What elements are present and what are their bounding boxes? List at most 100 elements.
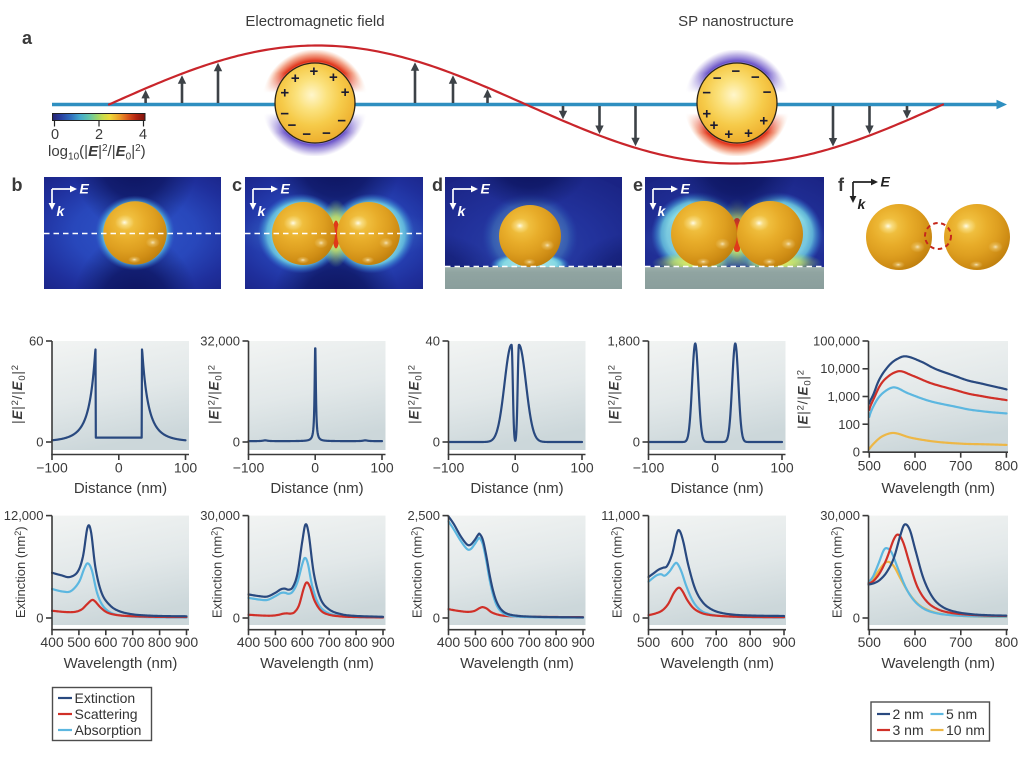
svg-text:−: − xyxy=(302,126,311,143)
svg-text:100: 100 xyxy=(770,460,794,476)
svg-text:Extinction (nm2): Extinction (nm2) xyxy=(610,526,625,618)
svg-text:Wavelength (nm): Wavelength (nm) xyxy=(881,480,995,497)
svg-text:600: 600 xyxy=(491,634,515,650)
svg-text:Wavelength (nm): Wavelength (nm) xyxy=(260,655,374,672)
svg-text:E: E xyxy=(281,181,291,197)
svg-text:Distance (nm): Distance (nm) xyxy=(74,480,167,497)
svg-text:700: 700 xyxy=(705,634,729,650)
svg-text:800: 800 xyxy=(344,634,368,650)
svg-text:−: − xyxy=(732,63,741,80)
svg-text:−: − xyxy=(322,125,331,142)
svg-text:Electromagnetic field: Electromagnetic field xyxy=(245,13,384,30)
svg-text:+: + xyxy=(744,125,753,142)
svg-text:−: − xyxy=(288,117,297,134)
svg-text:Wavelength (nm): Wavelength (nm) xyxy=(64,655,178,672)
svg-text:−: − xyxy=(280,105,289,122)
svg-text:800: 800 xyxy=(995,458,1019,474)
svg-text:log10(|E|2/|E0|2): log10(|E|2/|E0|2) xyxy=(48,143,146,163)
svg-text:0: 0 xyxy=(433,435,440,450)
svg-text:800: 800 xyxy=(544,634,568,650)
svg-text:Distance (nm): Distance (nm) xyxy=(670,480,763,497)
svg-text:2,500: 2,500 xyxy=(407,508,440,523)
svg-text:a: a xyxy=(22,28,33,48)
svg-text:0: 0 xyxy=(36,611,43,626)
svg-text:600: 600 xyxy=(903,458,927,474)
svg-text:+: + xyxy=(341,84,350,101)
svg-text:Extinction (nm2): Extinction (nm2) xyxy=(13,526,28,618)
svg-text:500: 500 xyxy=(637,634,661,650)
svg-text:Distance (nm): Distance (nm) xyxy=(270,480,363,497)
svg-text:0: 0 xyxy=(36,435,43,450)
svg-text:−: − xyxy=(751,69,760,86)
svg-text:1,000: 1,000 xyxy=(827,389,860,404)
svg-text:Extinction (nm2): Extinction (nm2) xyxy=(410,526,425,618)
svg-text:+: + xyxy=(724,126,733,143)
svg-text:−: − xyxy=(702,85,711,102)
svg-text:Extinction (nm2): Extinction (nm2) xyxy=(210,526,225,618)
svg-text:k: k xyxy=(658,203,667,219)
svg-text:−: − xyxy=(713,70,722,87)
svg-text:Extinction: Extinction xyxy=(75,690,136,706)
svg-text:−100: −100 xyxy=(233,460,265,476)
svg-text:0: 0 xyxy=(511,460,519,476)
svg-text:+: + xyxy=(280,85,289,102)
svg-text:4: 4 xyxy=(139,127,147,143)
svg-text:400: 400 xyxy=(40,634,64,650)
svg-text:+: + xyxy=(310,63,319,80)
svg-text:0: 0 xyxy=(711,460,719,476)
svg-text:2 nm: 2 nm xyxy=(893,706,924,722)
svg-text:500: 500 xyxy=(67,634,91,650)
svg-text:800: 800 xyxy=(995,634,1019,650)
svg-text:700: 700 xyxy=(121,634,145,650)
svg-text:Wavelength (nm): Wavelength (nm) xyxy=(881,655,995,672)
svg-text:800: 800 xyxy=(738,634,762,650)
svg-text:0: 0 xyxy=(633,611,640,626)
svg-text:700: 700 xyxy=(518,634,542,650)
svg-text:−100: −100 xyxy=(433,460,465,476)
svg-text:+: + xyxy=(710,117,719,134)
svg-text:500: 500 xyxy=(858,634,882,650)
svg-text:Absorption: Absorption xyxy=(75,722,142,738)
svg-text:0: 0 xyxy=(433,611,440,626)
svg-text:Extinction (nm2): Extinction (nm2) xyxy=(830,526,845,618)
svg-text:600: 600 xyxy=(671,634,695,650)
svg-text:600: 600 xyxy=(903,634,927,650)
svg-text:600: 600 xyxy=(291,634,315,650)
svg-text:Wavelength (nm): Wavelength (nm) xyxy=(460,655,574,672)
svg-text:400: 400 xyxy=(437,634,461,650)
svg-text:−: − xyxy=(763,84,772,101)
svg-text:0: 0 xyxy=(311,460,319,476)
svg-text:10,000: 10,000 xyxy=(820,361,860,376)
svg-text:700: 700 xyxy=(318,634,342,650)
svg-text:400: 400 xyxy=(237,634,261,650)
svg-text:100: 100 xyxy=(174,460,198,476)
svg-text:2: 2 xyxy=(95,127,103,143)
svg-text:Wavelength (nm): Wavelength (nm) xyxy=(660,655,774,672)
svg-text:100: 100 xyxy=(838,417,860,432)
svg-text:500: 500 xyxy=(858,458,882,474)
svg-text:0: 0 xyxy=(51,127,59,143)
svg-text:40: 40 xyxy=(426,334,440,349)
svg-text:−100: −100 xyxy=(633,460,665,476)
svg-text:+: + xyxy=(759,112,768,129)
svg-text:900: 900 xyxy=(571,634,595,650)
svg-text:e: e xyxy=(633,175,643,195)
svg-text:SP nanostructure: SP nanostructure xyxy=(678,13,794,30)
svg-text:5 nm: 5 nm xyxy=(946,706,977,722)
svg-text:0: 0 xyxy=(853,445,860,460)
svg-text:0: 0 xyxy=(115,460,123,476)
svg-text:900: 900 xyxy=(371,634,395,650)
svg-text:12,000: 12,000 xyxy=(4,508,44,523)
svg-text:Distance (nm): Distance (nm) xyxy=(470,480,563,497)
svg-text:d: d xyxy=(432,175,443,195)
svg-text:800: 800 xyxy=(148,634,172,650)
svg-text:60: 60 xyxy=(29,334,43,349)
svg-text:Scattering: Scattering xyxy=(75,706,138,722)
svg-text:500: 500 xyxy=(264,634,288,650)
svg-text:+: + xyxy=(291,70,300,87)
svg-text:+: + xyxy=(702,105,711,122)
svg-text:30,000: 30,000 xyxy=(820,508,860,523)
svg-text:E: E xyxy=(881,174,891,190)
svg-text:E: E xyxy=(80,181,90,197)
svg-text:0: 0 xyxy=(233,435,240,450)
